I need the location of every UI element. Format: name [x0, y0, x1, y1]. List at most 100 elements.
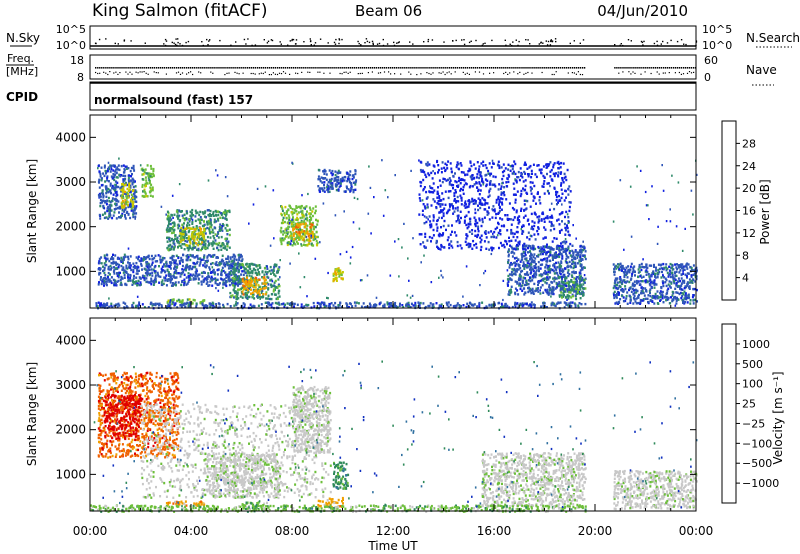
power-cell — [143, 278, 146, 282]
power-cell — [128, 185, 131, 189]
power-cell — [303, 222, 306, 225]
power-cell — [199, 260, 202, 263]
power-cell — [154, 303, 157, 307]
power-cell — [210, 231, 213, 234]
power-cell — [308, 236, 311, 239]
power-cell — [226, 210, 229, 213]
power-cell — [185, 302, 188, 305]
power-cell — [292, 232, 295, 236]
power-cell — [172, 231, 175, 234]
power-cell — [514, 292, 517, 296]
power-cell — [117, 303, 120, 306]
power-cell — [131, 177, 134, 180]
power-cell — [549, 252, 552, 255]
power-cell — [574, 287, 577, 291]
power-cell — [510, 285, 513, 288]
power-cell — [204, 227, 207, 231]
power-cell — [438, 304, 441, 307]
power-cell — [188, 298, 191, 301]
power-cell — [208, 242, 210, 245]
power-cell — [211, 255, 214, 258]
power-cell — [171, 227, 174, 230]
power-cell — [121, 200, 124, 203]
power-cell — [537, 290, 540, 293]
power-cell — [573, 283, 576, 286]
nave-point — [361, 72, 363, 74]
power-cell — [166, 246, 169, 250]
power-cell — [145, 184, 147, 187]
power-cell — [220, 273, 222, 276]
power-cell — [132, 181, 135, 184]
power-cell — [176, 299, 179, 303]
power-cell — [653, 265, 655, 268]
power-cell — [183, 273, 186, 276]
power-cell — [129, 201, 132, 205]
power-cell — [213, 226, 216, 229]
power-cell — [181, 260, 184, 264]
power-cell — [407, 305, 410, 308]
power-cell — [117, 207, 119, 210]
power-cell — [534, 289, 537, 293]
power-cell — [172, 301, 175, 304]
power-cell — [675, 302, 678, 305]
nave-point — [464, 73, 466, 75]
power-cell — [97, 194, 100, 197]
power-cell — [180, 232, 183, 236]
nsky-point — [685, 43, 687, 46]
power-cell — [583, 255, 586, 258]
nsky-point — [291, 39, 293, 42]
nsky-point — [376, 43, 379, 45]
power-cell — [188, 229, 191, 233]
power-cell — [660, 286, 663, 289]
power-cell — [569, 254, 572, 257]
power-cell — [194, 227, 197, 231]
power-cell — [141, 276, 144, 279]
nsky-point — [230, 44, 232, 46]
power-cell — [645, 289, 648, 293]
power-cell — [273, 284, 276, 287]
power-cell — [360, 305, 363, 308]
nave-point — [192, 73, 194, 76]
power-cell — [323, 172, 326, 175]
nsky-point — [314, 42, 317, 44]
power-cell — [132, 189, 135, 192]
power-cell — [173, 259, 176, 262]
freq-point — [95, 67, 97, 69]
power-cell — [639, 298, 642, 302]
power-cell — [196, 248, 198, 251]
power-cell — [98, 257, 101, 261]
power-cell — [160, 283, 163, 286]
power-cell — [278, 266, 281, 269]
power-cell — [274, 279, 277, 283]
nave-point — [468, 73, 470, 75]
power-cell — [664, 277, 667, 280]
power-cell — [561, 271, 564, 274]
power-cell — [213, 277, 216, 281]
power-cell — [211, 228, 214, 231]
nsky-point — [551, 40, 554, 42]
power-cell — [150, 301, 152, 305]
power-cell — [212, 214, 215, 217]
power-cell — [278, 283, 280, 286]
power-cell — [573, 261, 576, 265]
power-cell — [283, 237, 286, 240]
power-cell — [233, 304, 236, 307]
power-cell — [127, 255, 129, 259]
power-cell — [300, 244, 303, 247]
power-cell — [315, 231, 318, 234]
power-cell — [230, 269, 233, 273]
power-cell — [571, 244, 574, 247]
power-cell — [151, 274, 154, 277]
freq-point — [618, 67, 620, 69]
power-cell — [129, 279, 132, 282]
nave-point — [668, 72, 670, 74]
freq-point — [181, 67, 184, 69]
power-cell — [539, 286, 542, 289]
power-cell — [137, 257, 140, 261]
power-cell — [127, 276, 129, 279]
power-cell — [207, 244, 210, 247]
power-cell — [258, 273, 261, 276]
power-echo-region — [332, 267, 344, 283]
power-cell — [224, 263, 226, 266]
power-cell — [511, 247, 514, 250]
